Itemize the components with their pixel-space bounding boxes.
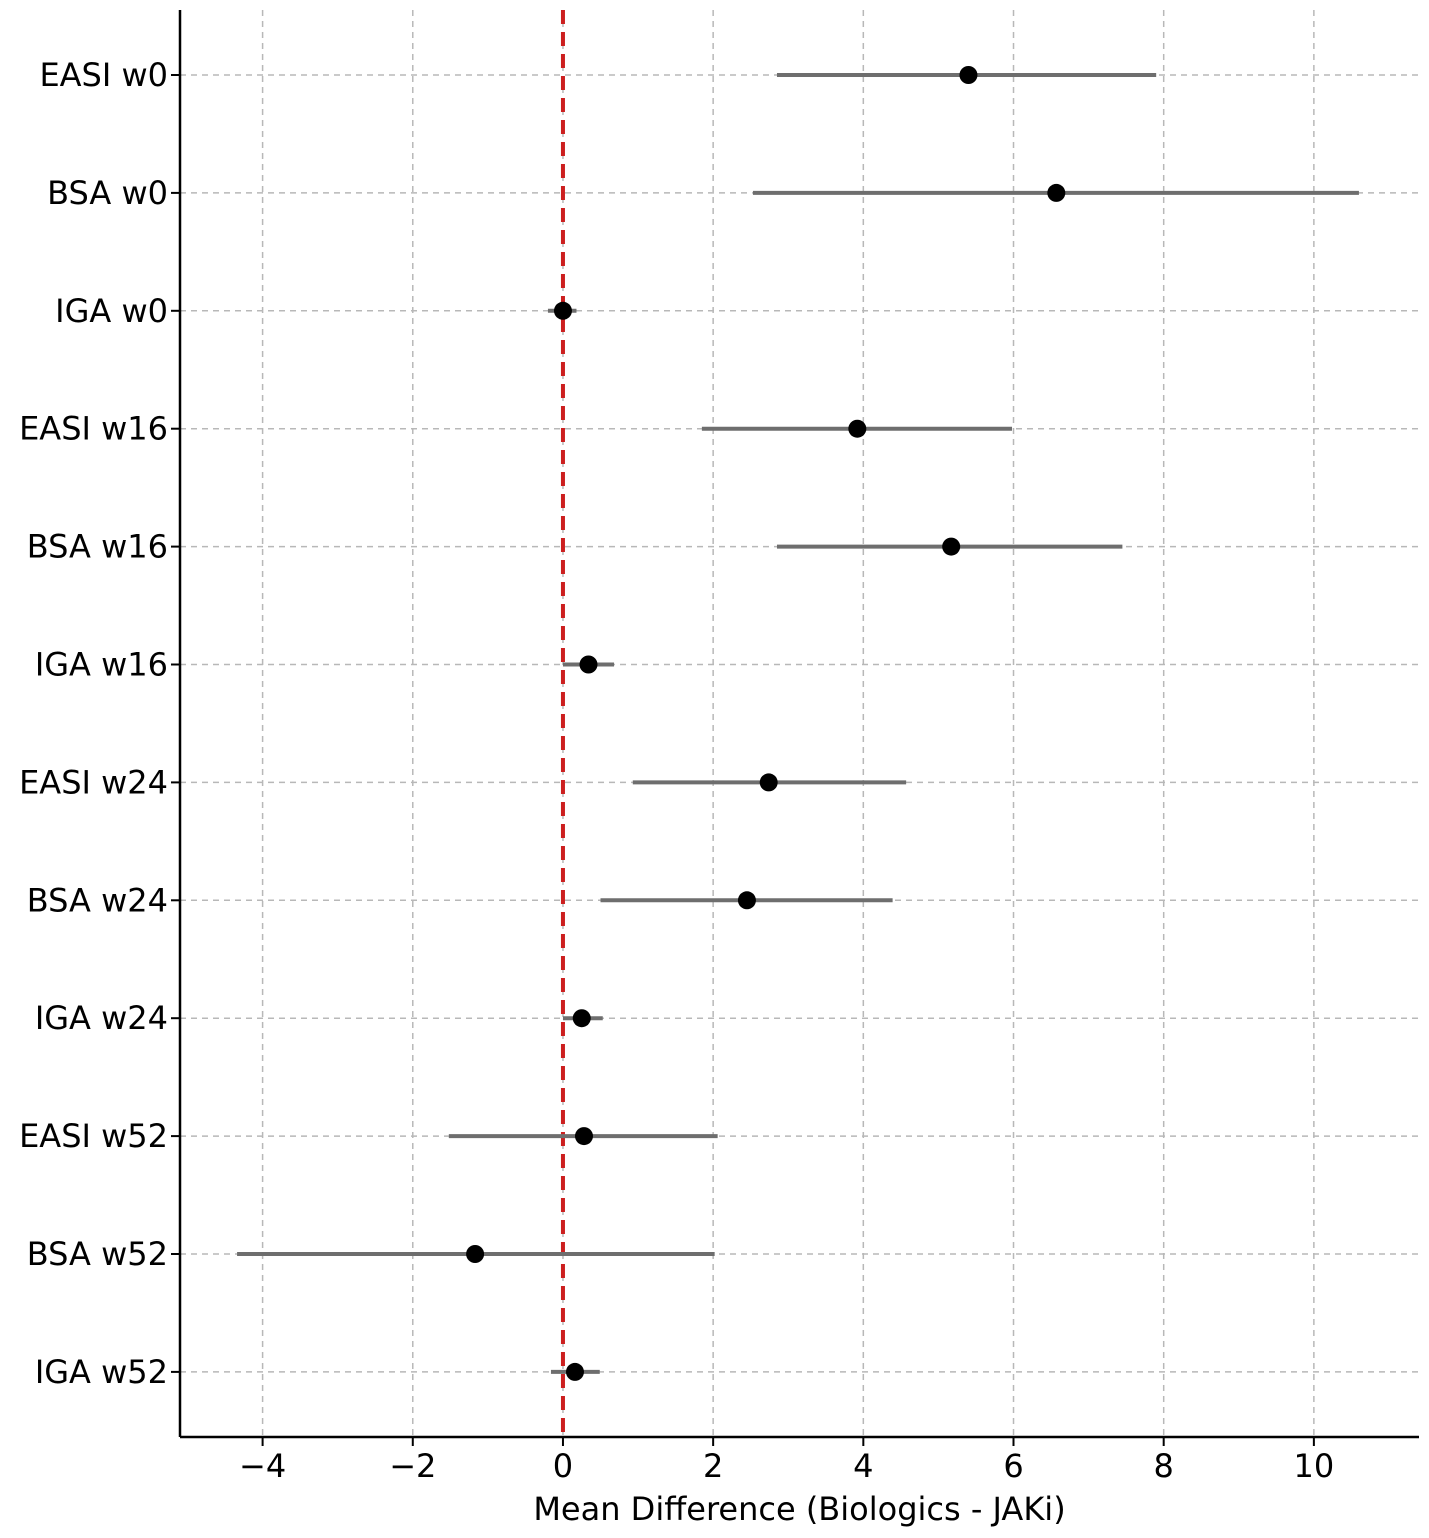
x-tick-label: 4 — [853, 1447, 873, 1485]
x-tick-label: −2 — [389, 1447, 436, 1485]
x-tick-label: 6 — [1003, 1447, 1023, 1485]
x-tick-label: 8 — [1154, 1447, 1174, 1485]
y-tick-label: IGA w52 — [35, 1353, 168, 1391]
y-tick-label: EASI w52 — [19, 1117, 168, 1155]
y-tick-labels: EASI w0 BSA w0 IGA w0 EASI w16 BSA w16 IGA w1… — [19, 56, 180, 1391]
y-tick-label: EASI w24 — [19, 763, 168, 801]
mean-point — [572, 1009, 591, 1028]
mean-point — [848, 419, 867, 438]
x-tick-labels: −4 −2 0 2 4 6 8 10 — [239, 1437, 1334, 1485]
x-axis-label: Mean Difference (Biologics - JAKi) — [533, 1490, 1065, 1528]
x-tick-label: 2 — [703, 1447, 723, 1485]
point-layer — [466, 66, 1066, 1381]
y-tick-label: BSA w24 — [27, 881, 168, 919]
y-tick-label: EASI w16 — [19, 410, 168, 448]
mean-point — [942, 537, 961, 556]
y-tick-label: BSA w52 — [27, 1235, 168, 1273]
ci-layer — [237, 73, 1359, 1374]
grid-layer — [180, 10, 1419, 1437]
x-tick-label: 0 — [553, 1447, 573, 1485]
mean-point — [553, 301, 572, 320]
mean-point — [759, 773, 778, 792]
x-tick-label: 10 — [1294, 1447, 1335, 1485]
y-tick-label: IGA w24 — [35, 999, 168, 1037]
mean-point — [574, 1127, 593, 1146]
mean-point — [959, 66, 978, 84]
mean-point — [565, 1362, 584, 1381]
y-tick-label: IGA w16 — [35, 646, 168, 684]
y-tick-label: EASI w0 — [39, 56, 168, 94]
x-tick-label: −4 — [239, 1447, 286, 1485]
mean-point — [1047, 183, 1066, 202]
y-tick-label: IGA w0 — [55, 292, 168, 330]
y-tick-label: BSA w16 — [27, 528, 168, 566]
mean-point — [466, 1245, 485, 1263]
y-tick-label: BSA w0 — [47, 174, 168, 212]
mean-point — [579, 655, 598, 674]
mean-point — [737, 891, 756, 910]
